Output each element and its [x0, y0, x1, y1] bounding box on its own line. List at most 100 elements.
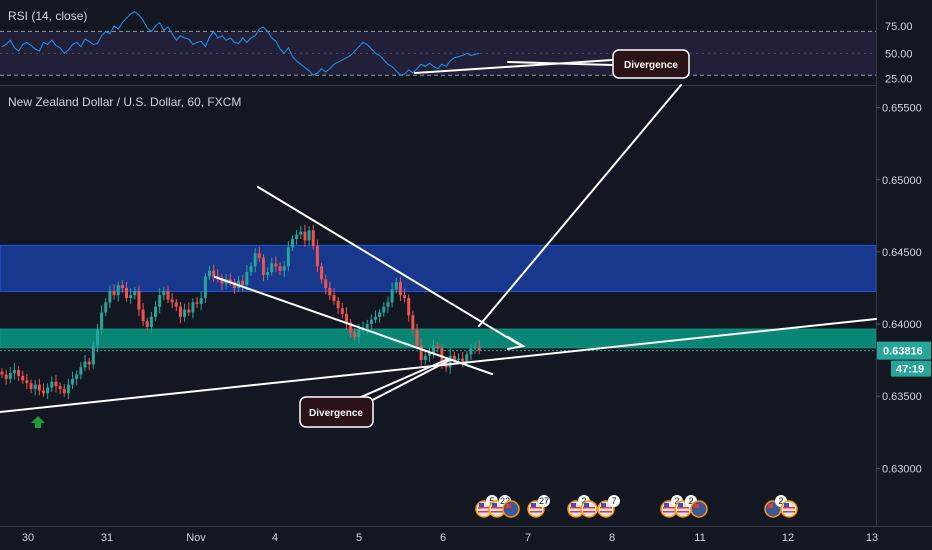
last-price-badge-bg	[877, 341, 931, 360]
price-tick-label: 0.63500	[882, 391, 922, 403]
candle	[220, 273, 224, 291]
candle	[66, 378, 70, 400]
candle	[191, 298, 195, 319]
time-tick-label: 30	[22, 532, 34, 544]
candle	[253, 248, 257, 273]
candle	[46, 383, 50, 400]
drawings[interactable]	[0, 59, 877, 413]
candle	[261, 254, 265, 282]
candle	[340, 302, 344, 319]
candle	[58, 382, 62, 394]
candle	[21, 370, 25, 384]
candle	[336, 296, 340, 314]
time-axis[interactable]: 30 31 Nov 4 5 6 7 8 11 12 13	[22, 532, 878, 544]
candle	[162, 286, 166, 301]
rsi-divergence-pointer	[507, 61, 613, 66]
rsi-tick-label: 50.00	[885, 48, 913, 60]
candle	[241, 274, 245, 292]
nz-flag-icon[interactable]	[502, 500, 520, 518]
countdown-value: 47:19	[896, 364, 924, 376]
rsi-tick-label: 25.00	[885, 74, 913, 86]
price-pane[interactable]: New Zealand Dollar / U.S. Dollar, 60, FX…	[0, 95, 877, 518]
candle	[473, 341, 477, 354]
nz-flag-icon[interactable]: 2	[764, 495, 787, 518]
candle	[195, 297, 199, 309]
candles	[0, 224, 481, 400]
time-tick-label: 6	[440, 532, 446, 544]
candle	[448, 348, 452, 374]
us-flag-icon[interactable]	[780, 500, 798, 518]
rsi-divergence-line[interactable]	[414, 59, 613, 74]
candle	[199, 291, 203, 311]
candle	[344, 307, 348, 330]
price-tick-label: 0.63000	[882, 463, 922, 475]
event-count: 22	[500, 496, 510, 506]
candle	[303, 224, 307, 247]
events-row[interactable]: 5 22 27 2 7 2 2 2	[475, 495, 798, 518]
candle	[382, 301, 386, 317]
candle	[91, 340, 95, 369]
us-flag-icon[interactable]: 27	[527, 495, 550, 518]
resistance-zone[interactable]	[0, 244, 877, 293]
candle	[307, 226, 311, 246]
candle	[278, 262, 282, 275]
candle	[166, 285, 170, 304]
candle	[120, 280, 124, 294]
candle	[116, 281, 120, 302]
rsi-pane[interactable]: 75.00 50.00 25.00 RSI (14, close)	[0, 9, 913, 86]
candle	[349, 318, 353, 338]
falling-trendline-upper[interactable]	[257, 186, 521, 346]
falling-trendline-lower[interactable]	[214, 276, 493, 375]
time-tick-label: Nov	[186, 532, 206, 544]
event-count: 5	[489, 496, 494, 506]
candle	[407, 294, 411, 322]
candle	[4, 369, 8, 385]
candle	[228, 272, 232, 286]
candle	[208, 265, 211, 281]
candle	[282, 260, 286, 278]
candle	[170, 293, 174, 309]
candle	[108, 285, 112, 309]
candle	[394, 278, 398, 294]
candle	[37, 378, 41, 396]
event-count: 7	[611, 496, 616, 506]
us-flag-icon[interactable]	[580, 500, 598, 518]
candle	[324, 274, 328, 295]
candle	[315, 239, 319, 273]
candle	[75, 370, 79, 386]
candle	[174, 298, 178, 312]
candle	[71, 371, 75, 389]
time-tick-label: 13	[866, 532, 878, 544]
rsi-title: RSI (14, close)	[8, 9, 87, 23]
candle	[25, 373, 29, 389]
breakout-arrow-line[interactable]	[478, 84, 682, 327]
rsi-tick-label: 75.00	[885, 21, 913, 33]
last-price-badge: 0.63816 47:19	[877, 341, 931, 377]
us-flag-icon[interactable]: 22	[488, 495, 511, 518]
candle	[291, 235, 294, 252]
time-tick-label: 8	[609, 532, 615, 544]
candle	[125, 282, 128, 302]
candle	[79, 361, 83, 380]
candle	[62, 384, 66, 397]
candle	[245, 265, 249, 291]
candle	[183, 303, 187, 322]
countdown-badge-bg	[891, 360, 931, 377]
candle	[104, 298, 108, 317]
candle	[270, 257, 274, 276]
arrow-head	[507, 336, 526, 350]
price-axis[interactable]: 0.65500 0.65000 0.64500 0.64000 0.63500 0.630…	[876, 103, 922, 476]
candle	[311, 224, 315, 250]
us-flag-icon[interactable]: 7	[597, 495, 620, 518]
rsi-divergence-note[interactable]: Divergence	[612, 49, 690, 79]
candle	[432, 339, 436, 358]
candle	[50, 376, 54, 392]
candle	[8, 367, 12, 384]
price-divergence-note[interactable]: Divergence	[299, 396, 374, 428]
nz-flag-icon[interactable]	[690, 500, 708, 518]
candle	[328, 282, 332, 301]
candle	[415, 323, 419, 350]
candle	[95, 323, 99, 353]
rsi-line	[1, 11, 480, 76]
